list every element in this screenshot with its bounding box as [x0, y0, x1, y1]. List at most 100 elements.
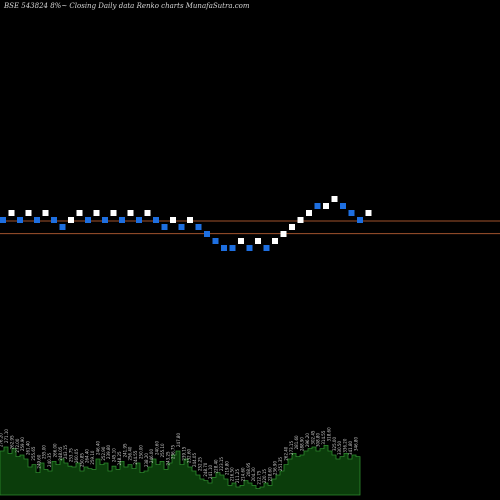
renko-brick: [289, 224, 295, 230]
volume-label: 272.00: [15, 438, 20, 452]
renko-brick: [153, 217, 159, 223]
volume-label: 296.20: [305, 433, 310, 447]
volume-label: 216.50: [230, 467, 235, 481]
volume-label: 288.90: [300, 437, 305, 451]
renko-brick: [229, 245, 236, 251]
renko-brick: [68, 217, 74, 223]
volume-label: 228.40: [214, 459, 219, 473]
renko-brick: [127, 210, 134, 216]
volume-label: 266.00: [52, 443, 57, 457]
volume-label: 246.00: [149, 449, 154, 463]
renko-brick: [246, 245, 253, 251]
volume-label: 250.85: [79, 453, 84, 467]
volume-label: 276.20: [0, 433, 4, 447]
renko-brick: [187, 217, 193, 223]
volume-label: 214.60: [241, 467, 246, 481]
volume-label: 241.95: [122, 443, 127, 457]
renko-brick: [144, 210, 151, 216]
renko-brick: [93, 210, 100, 216]
volume-label: 314.55: [321, 430, 326, 444]
volume-label: 246.40: [95, 441, 100, 455]
volume-label: 248.25: [117, 451, 122, 465]
volume-label: 255.00: [42, 445, 47, 459]
renko-brick: [212, 238, 219, 244]
volume-label: 243.15: [63, 445, 68, 459]
renko-brick: [255, 238, 261, 244]
renko-brick: [34, 217, 40, 223]
volume-label: 252.90: [101, 446, 106, 460]
volume-label: 281.60: [294, 435, 299, 449]
volume-label: 212.75: [257, 470, 262, 484]
volume-label: 208.95: [246, 462, 251, 476]
volume-label: 318.60: [326, 427, 331, 441]
chart-title: BSE 543824 8%~ Closing Daily data Renko …: [4, 2, 250, 10]
renko-brick: [136, 217, 142, 223]
volume-label: 245.10: [112, 448, 117, 462]
volume-label: 248.70: [203, 462, 208, 476]
renko-brick: [51, 217, 57, 223]
renko-brick: [25, 210, 32, 216]
volume-label: 240.60: [155, 441, 160, 455]
volume-label: 262.40: [284, 446, 289, 460]
volume-label: 236.75: [171, 445, 176, 459]
volume-label: 239.80: [106, 444, 111, 458]
renko-brick: [272, 238, 278, 244]
volume-label: 239.15: [181, 446, 186, 460]
renko-brick: [238, 238, 244, 244]
volume-label: 330.50: [337, 441, 342, 455]
renko-brick: [85, 217, 91, 223]
volume-label: 223.15: [219, 457, 224, 471]
renko-brick: [204, 231, 210, 237]
volume-label: 250.00: [138, 445, 143, 459]
volume-label: 256.40: [128, 446, 133, 460]
renko-brick: [102, 217, 108, 223]
volume-label: 259.90: [20, 437, 25, 451]
volume-label: 211.25: [235, 469, 240, 483]
renko-brick: [195, 224, 202, 230]
volume-label: 241.10: [208, 465, 213, 479]
volume-label: 259.10: [90, 450, 95, 464]
renko-brick: [263, 245, 270, 251]
volume-label: 253.75: [69, 448, 74, 462]
volume-label: 232.60: [187, 449, 192, 463]
renko-brick: [76, 210, 83, 216]
renko-brick: [323, 203, 329, 209]
renko-brick: [306, 210, 312, 216]
volume-label: 251.35: [278, 457, 283, 471]
volume-area: [0, 445, 361, 496]
renko-brick: [297, 217, 304, 223]
renko-brick: [110, 210, 117, 216]
volume-label: 336.20: [343, 438, 348, 452]
renko-brick: [119, 217, 125, 223]
volume-label: 247.80: [176, 433, 181, 447]
renko-brick: [170, 217, 176, 223]
volume-label: 240.35: [47, 453, 52, 467]
renko-brick: [357, 217, 363, 223]
renko-brick: [314, 203, 321, 209]
renko-brick: [178, 224, 185, 230]
volume-label: 325.00: [332, 437, 337, 451]
volume-label: 236.90: [273, 461, 278, 475]
volume-label: 252.25: [198, 457, 203, 471]
renko-brick: [365, 210, 372, 216]
renko-brick: [280, 231, 287, 237]
volume-label: 204.30: [251, 467, 256, 481]
volume-label: 238.20: [144, 453, 149, 467]
renko-brick: [42, 210, 49, 216]
volume-label: 255.65: [31, 446, 36, 460]
volume-label: 341.80: [348, 441, 353, 455]
volume-label: 248.05: [58, 446, 63, 460]
volume-label: 244.05: [192, 453, 197, 467]
renko-brick: [161, 224, 168, 230]
volume-label: 220.15: [262, 469, 267, 483]
volume-label: 264.40: [85, 449, 90, 463]
renko-brick: [17, 217, 23, 223]
volume-label: 271.10: [4, 429, 9, 443]
volume-label: 219.80: [224, 461, 229, 475]
renko-brick: [331, 196, 338, 202]
volume-label: 249.60: [36, 454, 41, 468]
renko-brick: [59, 224, 66, 230]
renko-brick: [340, 203, 346, 209]
volume-label: 262.95: [9, 435, 14, 449]
volume-label: 243.25: [165, 451, 170, 465]
